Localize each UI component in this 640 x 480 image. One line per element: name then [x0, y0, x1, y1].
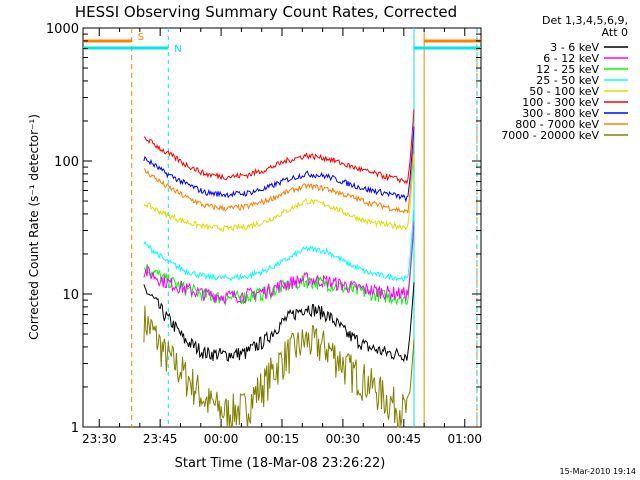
night-flag-label: N — [174, 44, 181, 55]
x-axis-label: Start Time (18-Mar-08 23:26:22) — [175, 456, 386, 471]
legend-header-line-2: Att 0 — [602, 26, 628, 39]
series-line — [143, 221, 415, 305]
series-line — [143, 109, 415, 185]
legend-entry-label: 300 - 800 keV — [522, 107, 599, 120]
legend-entry-label: 800 - 7000 keV — [515, 118, 599, 131]
y-axis-label: Corrected Count Rate (s⁻¹ detector⁻¹) — [27, 114, 41, 340]
series-layer — [143, 109, 415, 429]
y-tick-label: 1000 — [46, 22, 79, 37]
x-tick-label: 00:00 — [204, 432, 239, 446]
x-tick-label: 00:15 — [265, 432, 300, 446]
x-tick-label: 23:30 — [82, 432, 117, 446]
x-tick-label: 00:45 — [387, 432, 422, 446]
series-line — [143, 140, 415, 214]
legend-entry-label: 3 - 6 keV — [550, 41, 599, 54]
x-tick-label: 01:00 — [447, 432, 482, 446]
timestamp: 15-Mar-2010 19:14 — [560, 467, 637, 476]
x-axis-ticks: 23:30 23:45 00:00 00:15 00:30 00:45 01:00 — [82, 28, 482, 446]
y-tick-label: 10 — [62, 288, 79, 303]
legend-header-line-1: Det 1,3,4,5,6,9, — [542, 14, 628, 27]
x-tick-label: 00:30 — [326, 432, 361, 446]
y-axis-ticks: 1 10 100 1000 — [46, 22, 481, 436]
series-line — [143, 126, 415, 203]
series-line — [143, 154, 415, 233]
chart-title: HESSI Observing Summary Count Rates, Cor… — [75, 3, 457, 21]
series-line — [143, 206, 415, 283]
plot-area: S N 23:30 23:45 00:00 00:15 00:30 00:45 01:00 1… — [46, 22, 482, 446]
y-tick-label: 1 — [71, 421, 79, 436]
legend-entry-label: 7000 - 20000 keV — [501, 129, 599, 142]
y-tick-label: 100 — [54, 155, 79, 170]
legend-entry-label: 25 - 50 keV — [536, 74, 599, 87]
legend-entry-label: 6 - 12 keV — [543, 52, 599, 65]
legend-entry-label: 50 - 100 keV — [529, 85, 599, 98]
legend-entry-label: 12 - 25 keV — [536, 63, 599, 76]
series-line — [143, 305, 415, 429]
legend-entry-label: 100 - 300 keV — [522, 96, 599, 109]
x-tick-label: 23:45 — [143, 432, 178, 446]
series-line — [143, 282, 415, 363]
saa-flag-label: S — [138, 32, 144, 43]
